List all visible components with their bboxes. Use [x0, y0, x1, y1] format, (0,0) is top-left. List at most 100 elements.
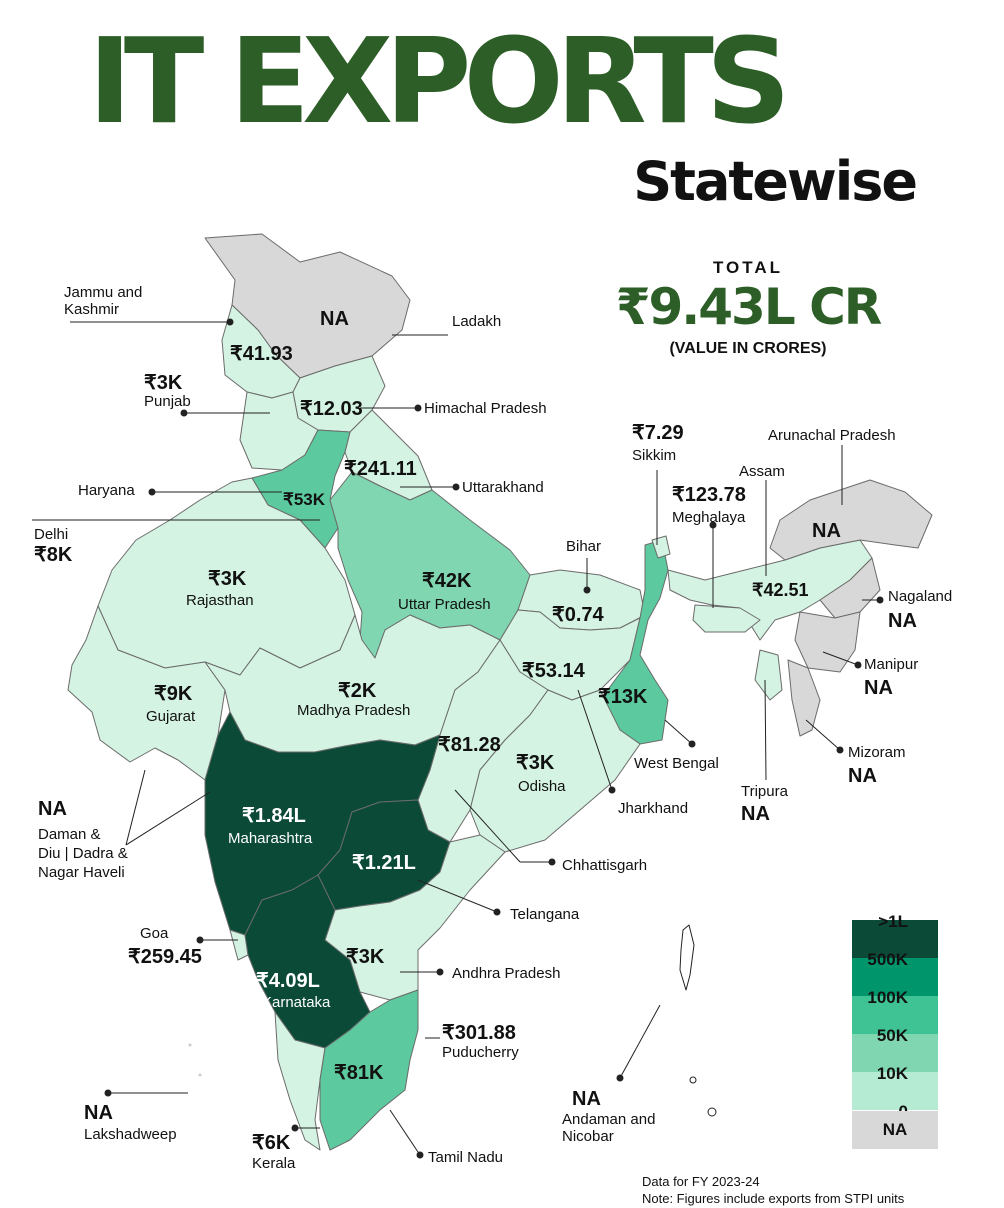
legend-tick-10K: 10K: [876, 1064, 908, 1083]
label-gujarat-value: ₹9K: [154, 683, 193, 705]
label-punjab-value: ₹3K: [144, 372, 183, 394]
leader-dot-andaman: [616, 1074, 624, 1082]
leader-dot-himachal: [414, 404, 422, 412]
leader-chhattisgarh: [454, 789, 521, 863]
label-ap-value: ₹3K: [346, 946, 385, 968]
label-meghalaya-name: Meghalaya: [672, 509, 746, 526]
legend-swatch-100K: [852, 996, 938, 1034]
label-mp-value: ₹2K: [338, 680, 377, 702]
label-westbengal-name: West Bengal: [634, 755, 719, 772]
label-delhi-name: Delhi: [34, 526, 69, 543]
label-karnataka-value: ₹4.09L: [256, 970, 320, 992]
region-meghalaya[interactable]: [692, 604, 761, 633]
region-odisha[interactable]: [469, 689, 641, 853]
label-punjab-name: Punjab: [144, 393, 191, 410]
label-up-value: ₹42K: [422, 570, 472, 592]
leader-dot-telangana: [493, 908, 501, 916]
leader-west-bengal: [664, 719, 693, 745]
footer-note: Data for FY 2023-24 Note: Figures includ…: [642, 1174, 904, 1208]
leader-andaman: [619, 1004, 661, 1079]
label-goa-value: ₹259.45: [128, 946, 202, 968]
label-rajasthan-name: Rajasthan: [186, 592, 254, 609]
label-ladakh-name: Ladakh: [452, 313, 502, 330]
leader-dot-punjab: [180, 409, 188, 417]
leader-dot-jharkhand: [608, 786, 616, 794]
label-rajasthan-value: ₹3K: [208, 568, 247, 590]
region-arunachal[interactable]: [769, 479, 933, 561]
legend-swatch-500K: [852, 958, 938, 996]
leader-dot-manipur: [854, 661, 862, 669]
label-mizoram-name: Mizoram: [848, 744, 906, 761]
leader-dot-uttarakhand: [452, 483, 460, 491]
label-jharkhand-name: Jharkhand: [618, 800, 689, 817]
label-tamilnadu-name: Tamil Nadu: [428, 1149, 504, 1166]
label-sikkim-value: ₹7.29: [632, 422, 684, 444]
label-telangana-value: ₹1.21L: [352, 852, 416, 874]
region-tripura[interactable]: [754, 649, 783, 701]
legend-tick-50K: 50K: [876, 1026, 908, 1045]
legend-tick-500K: 500K: [867, 950, 908, 969]
leader-manipur: [822, 651, 859, 666]
leader-daman: [125, 769, 146, 846]
label-sikkim-name: Sikkim: [632, 447, 677, 464]
label-daman-name: Daman & Diu | Dadra & Nagar Haveli: [38, 826, 128, 881]
label-assam-name: Assam: [739, 463, 785, 480]
leader-daman-2: [125, 791, 211, 846]
region-gujarat[interactable]: [67, 605, 226, 781]
label-meghalaya-value: ₹123.78: [672, 484, 746, 506]
label-odisha-value: ₹3K: [516, 752, 555, 774]
label-odisha-name: Odisha: [518, 778, 566, 795]
label-lakshadweep-value: NA: [84, 1102, 113, 1124]
leader-dot-mizoram: [836, 746, 844, 754]
label-tamilnadu-value: ₹81K: [334, 1062, 384, 1084]
region-mizoram[interactable]: [787, 659, 821, 737]
label-andaman-name: Andaman and Nicobar: [562, 1111, 656, 1146]
legend-swatch-50K: [852, 1034, 938, 1072]
label-bihar-name: Bihar: [566, 538, 602, 555]
legend-swatch-gt-1L: [852, 920, 938, 958]
region-lakshadweep: [188, 1043, 192, 1047]
color-legend: [852, 920, 938, 1110]
label-mp-name: Madhya Pradesh: [297, 702, 411, 719]
leader-dot-nagaland: [876, 596, 884, 604]
region-kerala[interactable]: [274, 1011, 326, 1151]
leader-tripura: [764, 679, 767, 781]
label-haryana-value: ₹53K: [283, 490, 326, 509]
region-karnataka[interactable]: [244, 874, 371, 1049]
leader-mizoram: [805, 719, 841, 751]
footer-stpi-note: Note: Figures include exports from STPI …: [642, 1190, 905, 1206]
label-haryana-name: Haryana: [78, 482, 135, 499]
region-andaman-island: [689, 1076, 697, 1084]
leader-dot-ap: [436, 968, 444, 976]
region-nicobar-island: [707, 1107, 717, 1117]
label-jk-name: Jammu and Kashmir: [64, 284, 143, 319]
total-unit: (VALUE IN CRORES): [669, 340, 827, 357]
label-manipur-name: Manipur: [864, 656, 919, 673]
region-lakshadweep-islet: [198, 1073, 202, 1077]
label-manipur-value: NA: [864, 677, 893, 699]
leader-dot-west-bengal: [688, 740, 696, 748]
leader-dot-meghalaya: [709, 521, 717, 529]
leader-dot-goa: [196, 936, 204, 944]
footer-data-year: Data for FY 2023-24: [642, 1174, 760, 1189]
total-value: ₹9.43L CR: [615, 278, 883, 336]
legend-tick-100K: 100K: [867, 988, 908, 1007]
leader-dot-jk: [226, 318, 234, 326]
leader-dot-lakshadweep: [104, 1089, 112, 1097]
label-puducherry-value: ₹301.88: [442, 1022, 516, 1044]
label-westbengal-value: ₹13K: [598, 686, 648, 708]
region-tamil-nadu[interactable]: [319, 989, 419, 1151]
label-gujarat-name: Gujarat: [146, 708, 196, 725]
label-uttarakhand-name: Uttarakhand: [462, 479, 544, 496]
leader-dot-chhattisgarh: [548, 858, 556, 866]
region-andaman-nicobar[interactable]: [679, 924, 695, 991]
label-ap-name: Andhra Pradesh: [452, 965, 561, 982]
leader-jharkhand: [577, 689, 613, 791]
label-chhattisgarh-name: Chhattisgarh: [562, 857, 648, 874]
label-uttarakhand-value: ₹241.11: [344, 458, 417, 480]
label-up-name: Uttar Pradesh: [398, 596, 491, 613]
region-manipur[interactable]: [794, 611, 861, 673]
leader-telangana: [417, 879, 498, 913]
label-jharkhand-value: ₹53.14: [522, 660, 585, 682]
